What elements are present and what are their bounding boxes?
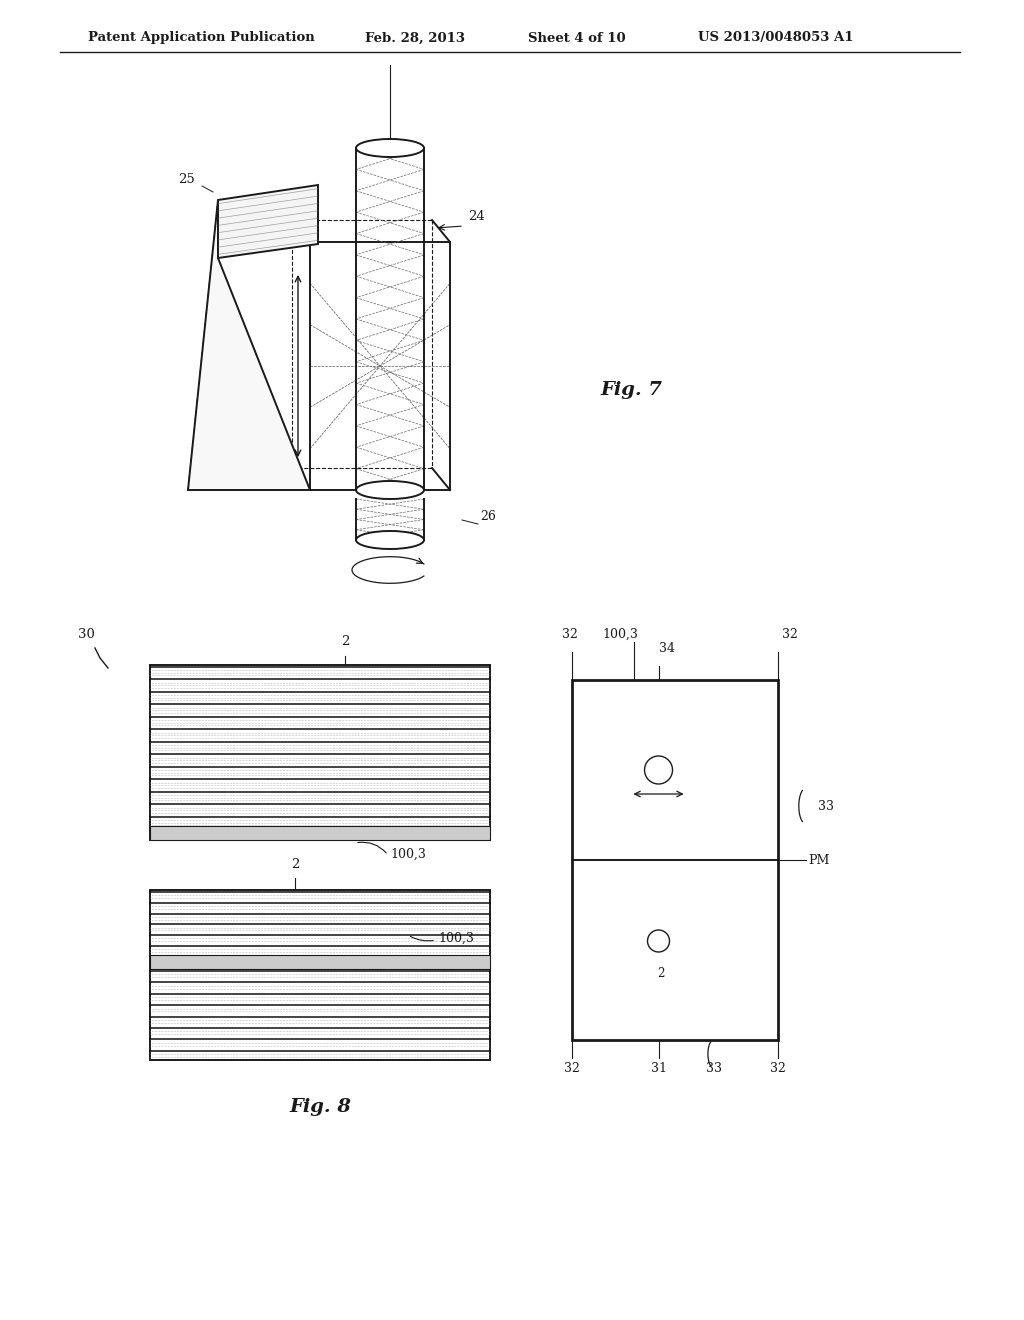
Text: 33: 33 <box>706 1063 722 1074</box>
Text: 100,3: 100,3 <box>390 847 426 861</box>
Text: 2: 2 <box>656 968 665 979</box>
Text: 32: 32 <box>562 628 578 642</box>
Text: Feb. 28, 2013: Feb. 28, 2013 <box>365 32 465 45</box>
Text: 32: 32 <box>564 1063 580 1074</box>
Text: Fig. 8: Fig. 8 <box>289 1098 351 1115</box>
Bar <box>150 954 490 969</box>
Text: PM: PM <box>808 854 829 866</box>
Text: 26: 26 <box>480 510 496 523</box>
Ellipse shape <box>356 139 424 157</box>
Text: 32: 32 <box>770 1063 786 1074</box>
Bar <box>572 680 778 1040</box>
Text: US 2013/0048053 A1: US 2013/0048053 A1 <box>698 32 853 45</box>
Polygon shape <box>218 185 318 257</box>
Text: 30: 30 <box>78 628 95 642</box>
Text: 31: 31 <box>650 1063 667 1074</box>
Bar <box>150 890 490 1060</box>
Text: 2: 2 <box>291 858 299 871</box>
Bar <box>150 665 490 840</box>
Text: 33: 33 <box>818 800 834 813</box>
Circle shape <box>644 756 673 784</box>
Text: 34: 34 <box>659 642 675 655</box>
Text: 100,3: 100,3 <box>602 628 638 642</box>
Ellipse shape <box>356 480 424 499</box>
Text: 25: 25 <box>178 173 195 186</box>
Text: 100,3: 100,3 <box>438 932 474 945</box>
Text: Sheet 4 of 10: Sheet 4 of 10 <box>528 32 626 45</box>
Bar <box>150 826 490 840</box>
Text: 2: 2 <box>341 635 349 648</box>
Ellipse shape <box>356 531 424 549</box>
Polygon shape <box>188 201 310 490</box>
Text: 32: 32 <box>782 628 798 642</box>
Text: Patent Application Publication: Patent Application Publication <box>88 32 314 45</box>
Circle shape <box>647 931 670 952</box>
Text: 24: 24 <box>468 210 484 223</box>
Text: Fig. 7: Fig. 7 <box>600 381 662 399</box>
